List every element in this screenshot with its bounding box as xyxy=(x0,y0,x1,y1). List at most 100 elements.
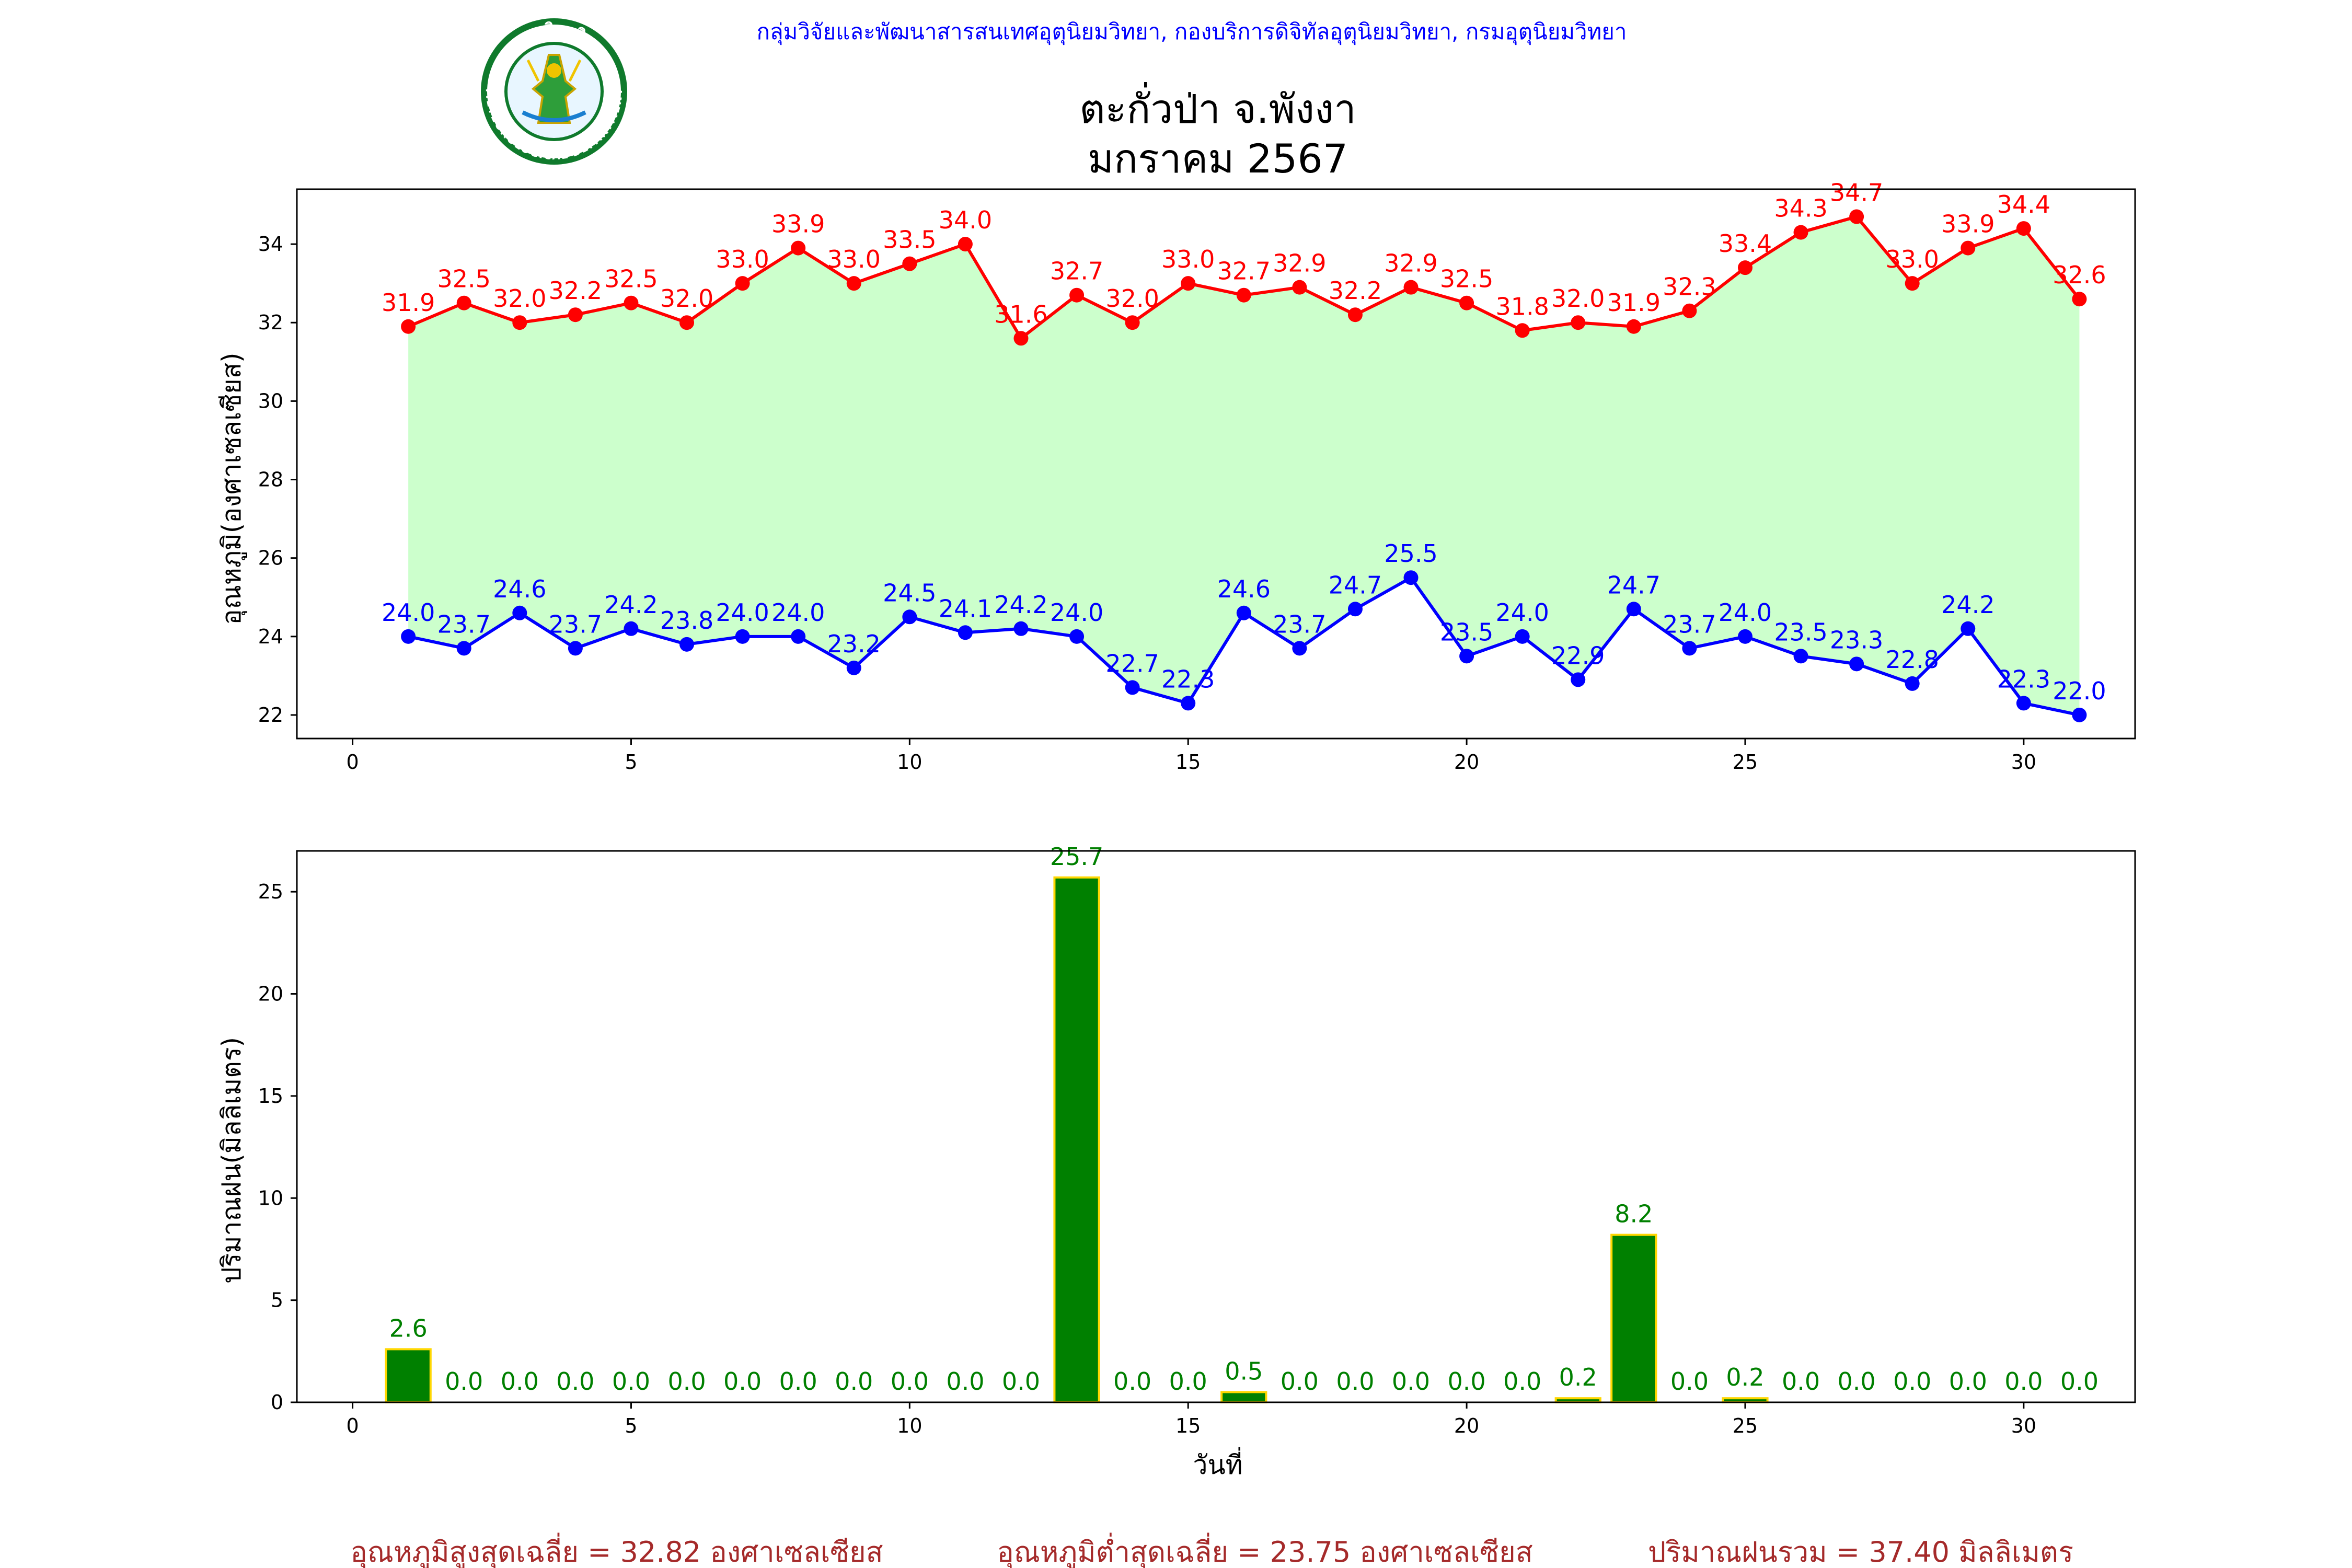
min-temp-data-label: 22.7 xyxy=(1105,649,1159,677)
x-tick-label: 20 xyxy=(1454,1414,1479,1437)
min-temp-point xyxy=(512,605,527,620)
max-temp-point xyxy=(1793,225,1808,240)
max-temp-data-label: 32.0 xyxy=(1551,284,1605,313)
max-temp-data-label: 33.0 xyxy=(1161,245,1215,273)
x-tick-label: 10 xyxy=(897,751,922,774)
max-temp-data-label: 34.4 xyxy=(1997,190,2050,218)
min-temp-data-label: 23.7 xyxy=(1663,610,1716,638)
max-temp-point xyxy=(2072,292,2087,307)
min-temp-data-label: 23.7 xyxy=(437,610,491,638)
max-temp-point xyxy=(1347,307,1363,322)
min-temp-data-label: 22.9 xyxy=(1551,641,1605,670)
max-temp-point xyxy=(1849,209,1864,224)
y-tick-label: 24 xyxy=(258,625,283,648)
y-tick-label: 26 xyxy=(258,547,283,570)
min-temp-data-label: 25.5 xyxy=(1384,539,1437,568)
rain-data-label: 0.0 xyxy=(1336,1367,1374,1396)
max-temp-point xyxy=(1737,260,1753,275)
y-tick-label: 5 xyxy=(271,1289,283,1312)
max-temp-point xyxy=(568,307,583,322)
max-temp-data-label: 32.3 xyxy=(1663,273,1716,301)
min-temp-data-label: 23.5 xyxy=(1440,618,1493,646)
x-tick-label: 25 xyxy=(1733,1414,1758,1437)
max-temp-data-label: 31.9 xyxy=(1607,289,1661,317)
min-temp-point xyxy=(2072,707,2087,722)
max-temp-point xyxy=(1292,280,1307,295)
max-temp-data-label: 33.5 xyxy=(883,226,936,254)
min-temp-data-label: 24.2 xyxy=(994,591,1047,619)
min-temp-point xyxy=(2016,696,2031,711)
min-temp-point xyxy=(1013,621,1029,636)
min-temp-data-label: 22.0 xyxy=(2053,677,2106,705)
min-temp-point xyxy=(568,641,583,656)
min-temp-point xyxy=(958,625,973,640)
rainfall-chart: 0 5 10 15 20 25 30 0 5 10 15 20 25 2.6 0.0 0.0 0.0 0.0 0.0… xyxy=(258,843,2136,1437)
min-temp-point xyxy=(456,641,471,656)
max-temp-data-label: 32.5 xyxy=(1440,265,1493,293)
max-temp-data-label: 32.9 xyxy=(1384,249,1437,278)
max-temp-point xyxy=(958,237,973,252)
rain-data-label: 0.0 xyxy=(891,1367,929,1396)
rain-data-label: 0.0 xyxy=(556,1367,594,1396)
max-temp-point xyxy=(1236,287,1251,303)
max-temp-data-label: 32.0 xyxy=(660,284,713,313)
max-temp-point xyxy=(1626,319,1641,334)
max-temp-data-label: 33.9 xyxy=(771,210,825,238)
rain-data-label: 0.0 xyxy=(667,1367,706,1396)
max-temp-point xyxy=(512,315,527,330)
x-tick-label: 5 xyxy=(625,1414,637,1437)
min-temp-point xyxy=(1125,680,1140,695)
rain-data-label: 0.0 xyxy=(1002,1367,1040,1396)
max-temp-data-label: 34.0 xyxy=(939,206,992,234)
footer-avg-min: อุณหภูมิต่ำสุดเฉลี่ย = 23.75 องศาเซลเซีย… xyxy=(997,1532,1532,1568)
footer-avg-max: อุณหภูมิสูงสุดเฉลี่ย = 32.82 องศาเซลเซีย… xyxy=(350,1532,883,1568)
rain-data-label: 8.2 xyxy=(1615,1200,1653,1228)
rain-data-label: 0.2 xyxy=(1559,1363,1597,1391)
temperature-y-axis-label: อุณหภูมิ(องศาเซลเซียส) xyxy=(216,352,247,625)
max-temp-point xyxy=(1515,323,1530,338)
temperature-fill-band xyxy=(408,216,2080,715)
min-temp-point xyxy=(1292,641,1307,656)
max-temp-point xyxy=(1571,315,1586,330)
rain-bar xyxy=(385,1348,432,1404)
max-temp-data-label: 33.0 xyxy=(716,245,769,273)
min-temp-point xyxy=(846,660,861,675)
max-temp-data-label: 34.7 xyxy=(1830,179,1883,207)
max-temp-point xyxy=(1403,280,1419,295)
max-temp-data-label: 33.4 xyxy=(1719,229,1772,258)
rain-data-label: 0.0 xyxy=(1838,1367,1876,1396)
rain-bar xyxy=(1053,876,1100,1403)
min-temp-point xyxy=(1459,649,1474,664)
min-temp-data-label: 23.3 xyxy=(1830,626,1883,654)
min-temp-point xyxy=(401,629,416,644)
x-tick-label: 20 xyxy=(1454,751,1479,774)
min-temp-data-label: 24.2 xyxy=(1941,591,1994,619)
rain-data-label: 0.0 xyxy=(723,1367,762,1396)
max-temp-data-label: 33.0 xyxy=(827,245,881,273)
rain-data-label: 0.0 xyxy=(2060,1367,2099,1396)
max-temp-point xyxy=(1013,331,1029,346)
max-temp-data-label: 32.0 xyxy=(493,284,546,313)
max-temp-point xyxy=(401,319,416,334)
max-temp-data-label: 31.9 xyxy=(382,289,435,317)
rain-data-label: 0.0 xyxy=(1782,1367,1820,1396)
max-temp-point xyxy=(735,276,750,291)
max-temp-data-label: 32.2 xyxy=(549,276,602,305)
max-temp-data-label: 32.5 xyxy=(437,265,491,293)
max-temp-data-label: 32.2 xyxy=(1329,276,1382,305)
y-tick-label: 0 xyxy=(271,1391,283,1414)
min-temp-data-label: 22.3 xyxy=(1997,665,2050,693)
rainfall-x-axis-label: วันที่ xyxy=(1193,1447,1242,1480)
min-temp-data-label: 23.7 xyxy=(1273,610,1326,638)
max-temp-point xyxy=(1905,276,1920,291)
rain-data-label: 0.0 xyxy=(835,1367,873,1396)
y-tick-label: 22 xyxy=(258,704,283,727)
x-tick-label: 15 xyxy=(1175,751,1201,774)
y-tick-label: 10 xyxy=(258,1186,283,1209)
max-temp-data-label: 32.9 xyxy=(1273,249,1326,278)
rain-data-label: 0.0 xyxy=(1503,1367,1541,1396)
rain-data-label: 0.0 xyxy=(1670,1367,1709,1396)
min-temp-point xyxy=(1403,570,1419,585)
max-temp-point xyxy=(1459,295,1474,310)
